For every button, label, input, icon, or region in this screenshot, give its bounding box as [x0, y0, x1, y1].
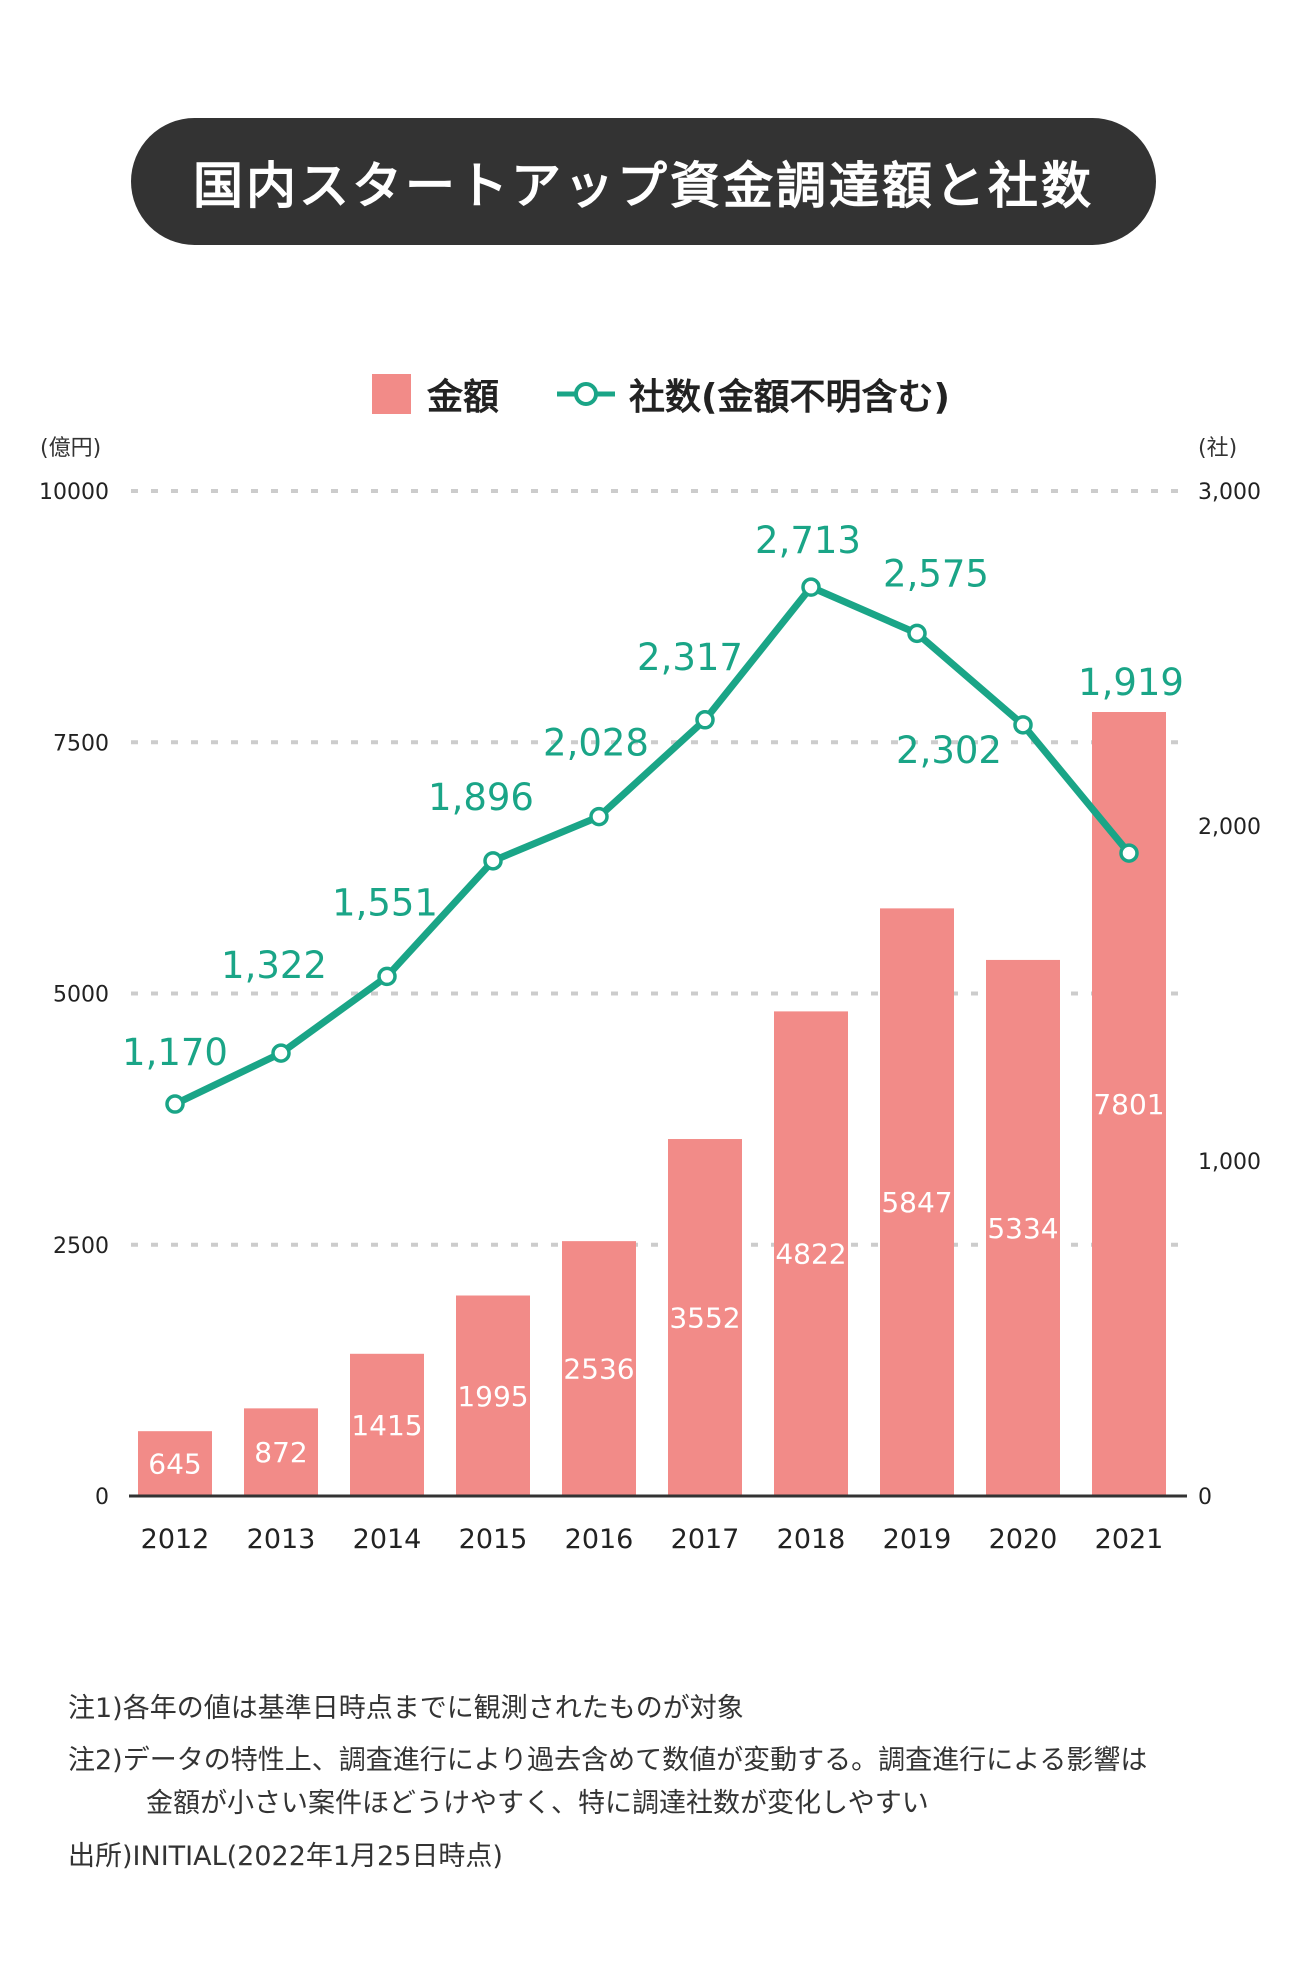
bar-value-label: 645	[148, 1448, 201, 1481]
bar-value-label: 3552	[669, 1302, 740, 1335]
line-point-2017	[695, 710, 715, 730]
note-2-line-1: 注2)データの特性上、調査進行により過去含めて数値が変動する。調査進行による影響…	[68, 1745, 1148, 1776]
right-tick-label: 1,000	[1198, 1150, 1261, 1175]
x-tick-label: 2016	[565, 1524, 634, 1555]
bar-value-label: 1415	[351, 1409, 422, 1442]
legend: 金額 社数(金額不明含む)	[372, 372, 950, 418]
left-tick-label: 0	[95, 1485, 109, 1510]
line-value-label: 1,170	[122, 1031, 228, 1074]
x-tick-label: 2015	[459, 1524, 528, 1555]
x-tick-label: 2017	[671, 1524, 740, 1555]
bar-value-label: 5847	[881, 1186, 952, 1219]
line-point-2019	[907, 623, 927, 644]
line-point-2013	[271, 1043, 291, 1063]
count-line	[173, 583, 1132, 1108]
note-1: 注1)各年の値は基準日時点までに観測されたものが対象	[68, 1693, 744, 1724]
bar-value-label: 5334	[987, 1212, 1058, 1245]
x-tick-label: 2018	[777, 1524, 846, 1555]
x-tick-label: 2021	[1095, 1524, 1164, 1555]
line-value-label: 2,302	[896, 729, 1002, 772]
left-tick-label: 7500	[53, 731, 109, 756]
x-tick-label: 2013	[247, 1524, 316, 1555]
left-tick-label: 10000	[39, 480, 109, 505]
line-point-2015	[483, 851, 503, 871]
bar-value-label: 7801	[1093, 1088, 1164, 1121]
line-value-label: 1,551	[332, 881, 438, 924]
line-value-label: 2,575	[883, 552, 989, 595]
bar-2017	[668, 1139, 742, 1496]
line-point-2014	[377, 966, 397, 987]
bar-2021	[1092, 711, 1166, 1496]
bar-2019	[880, 908, 954, 1496]
right-tick-label: 2,000	[1198, 815, 1261, 840]
line-value-label: 1,896	[428, 776, 534, 819]
line-point-2021	[1119, 843, 1139, 863]
right-tick-label: 0	[1198, 1485, 1212, 1510]
line-value-label: 2,713	[755, 519, 861, 562]
bar-2016	[562, 1241, 636, 1496]
bar-2020	[986, 959, 1060, 1496]
bar-2013	[244, 1408, 318, 1496]
right-axis-unit: (社)	[1198, 436, 1237, 461]
line-value-label: 1,919	[1078, 661, 1184, 704]
right-tick-label: 3,000	[1198, 480, 1261, 505]
x-tick-label: 2012	[141, 1524, 210, 1555]
x-tick-label: 2020	[989, 1524, 1058, 1555]
chart-title-banner: 国内スタートアップ資金調達額と社数	[131, 118, 1156, 245]
chart-title: 国内スタートアップ資金調達額と社数	[193, 156, 1094, 215]
note-2-line-2: 金額が小さい案件ほどうけやすく、特に調達社数が変化しやすい	[146, 1788, 929, 1819]
legend-line-marker-icon	[557, 382, 616, 406]
bar-value-label: 4822	[775, 1238, 846, 1271]
line-value-label: 2,028	[543, 722, 649, 765]
legend-bar-label: 金額	[427, 377, 500, 418]
x-tick-label: 2019	[883, 1524, 952, 1555]
bar-value-label: 1995	[457, 1380, 528, 1413]
chart-area: 645 872 1415 1995 2536 3552 4822 5847 5334 7801 1…	[39, 436, 1261, 1555]
legend-line-label: 社数(金額不明含む)	[629, 377, 950, 418]
bar-value-label: 2536	[563, 1353, 634, 1386]
bar-value-label: 872	[254, 1436, 307, 1469]
x-tick-label: 2014	[353, 1524, 422, 1555]
legend-bar-swatch	[372, 374, 411, 414]
bar-2012	[138, 1431, 212, 1496]
source-note: 出所)INITIAL(2022年1月25日時点)	[68, 1841, 503, 1872]
left-axis-unit: (億円)	[40, 436, 101, 461]
line-value-label: 1,322	[221, 944, 327, 987]
line-point-2012	[165, 1094, 185, 1114]
left-tick-label: 2500	[53, 1234, 109, 1259]
left-tick-label: 5000	[53, 983, 109, 1008]
bar-2018	[774, 1011, 848, 1496]
line-value-label: 2,317	[637, 636, 743, 679]
line-point-2016	[589, 806, 609, 827]
line-point-2018	[801, 577, 821, 597]
line-point-2020	[1013, 715, 1033, 735]
bar-2015	[456, 1295, 530, 1496]
bar-2014	[350, 1353, 424, 1496]
